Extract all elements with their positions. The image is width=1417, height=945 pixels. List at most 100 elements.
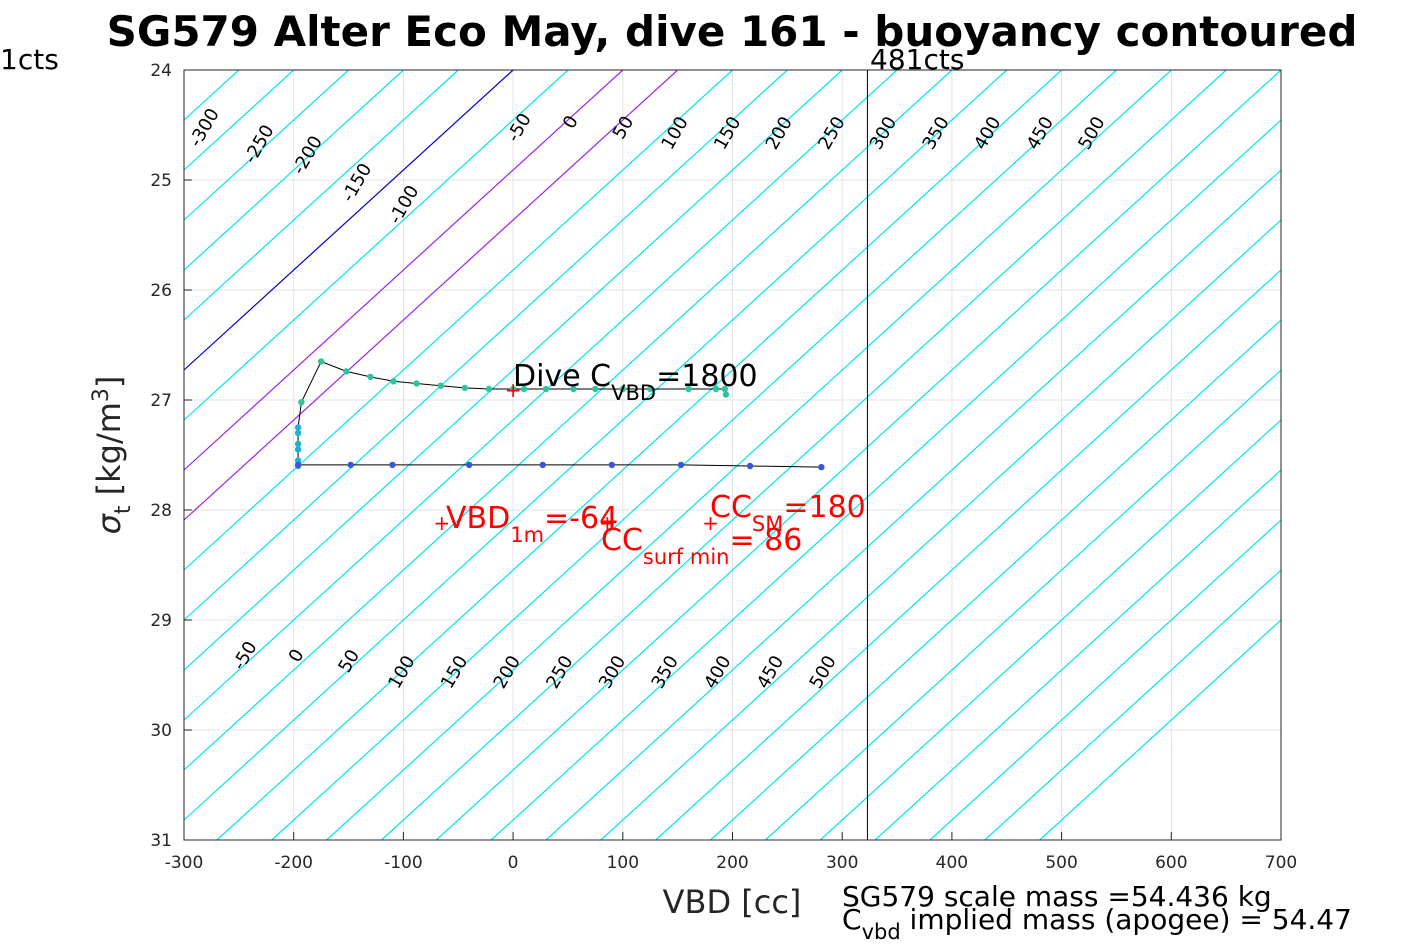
dive-c-sub: VBD xyxy=(611,381,656,405)
x-tick-label: 600 xyxy=(1155,853,1187,873)
y-label-sub: t xyxy=(111,505,136,514)
x-tick-label: 100 xyxy=(607,853,639,873)
contour-line xyxy=(545,169,1281,840)
contour-line xyxy=(929,519,1281,840)
x-axis-label: VBD [cc] xyxy=(663,883,802,921)
dive-trace-point xyxy=(520,385,528,393)
contour-line xyxy=(381,70,1227,840)
dive-trace-point xyxy=(542,385,550,393)
contour-line xyxy=(600,219,1281,840)
plus-marker: + xyxy=(505,378,522,402)
contour-line xyxy=(984,569,1281,840)
y-axis-label: σt [kg/m3] xyxy=(89,376,136,535)
contour-line xyxy=(184,70,459,321)
axis-ticks: -300 -200 -100 0 100 200 300 400 500 600 700 24 25 26… xyxy=(150,61,1297,873)
cc-surf-value: = 86 xyxy=(729,523,802,558)
x-tick-label: -200 xyxy=(274,853,313,873)
vbd-1m-sub: 1m xyxy=(510,523,544,547)
dive-trace-point xyxy=(570,385,577,393)
contour-line xyxy=(216,70,1063,840)
plus-marker: + xyxy=(433,511,450,535)
contour-line xyxy=(184,70,514,371)
ascent-trace-point xyxy=(608,461,616,469)
vbd-1m-main: VBD xyxy=(446,501,510,536)
x-tick-label: 200 xyxy=(716,853,748,873)
y-label-close: ] xyxy=(90,376,128,388)
ascent-trace-point xyxy=(347,461,354,469)
footer-c: C xyxy=(842,903,862,936)
dive-trace-point xyxy=(294,424,302,431)
annotation-cc-sm: CCSM=180 xyxy=(710,490,866,536)
y-label-sigma: σ xyxy=(90,512,128,534)
dive-trace-point xyxy=(685,385,692,393)
dive-trace-point xyxy=(647,385,654,393)
annotation-dive-c: Dive CVBD=1800 xyxy=(513,359,758,405)
contour-line xyxy=(490,119,1281,840)
ascent-trace-point xyxy=(389,461,396,469)
y-tick-label: 24 xyxy=(150,61,172,81)
contour-line xyxy=(184,70,733,571)
dive-trace-point xyxy=(343,368,350,375)
contour-line xyxy=(435,70,1281,840)
dive-trace-point xyxy=(461,384,469,392)
contour-line xyxy=(184,70,349,221)
dive-trace-point xyxy=(367,373,374,381)
contour-line xyxy=(184,70,898,721)
contour-line xyxy=(710,319,1281,840)
y-tick-label: 31 xyxy=(150,831,172,851)
dive-trace-point xyxy=(712,385,720,393)
y-tick-label: 26 xyxy=(150,281,172,301)
footer-rest: implied mass (apogee) = 54.47 xyxy=(901,903,1352,936)
y-tick-label: 28 xyxy=(150,501,172,521)
dive-trace-point xyxy=(390,378,397,385)
ascent-trace-point xyxy=(466,461,473,469)
y-label-sup: 3 xyxy=(89,388,114,402)
contour-line xyxy=(819,419,1281,840)
dive-trace-point xyxy=(294,457,302,464)
contour-line xyxy=(1039,619,1281,840)
dive-c-main: Dive C xyxy=(513,359,611,394)
x-tick-label: 400 xyxy=(936,853,968,873)
y-tick-label: 29 xyxy=(150,611,172,631)
dive-trace-point xyxy=(294,440,302,448)
contour-line xyxy=(184,70,679,521)
contour-line xyxy=(326,70,1172,840)
plus-marker: + xyxy=(599,511,616,535)
dive-trace-point xyxy=(437,382,444,389)
contour-line xyxy=(765,369,1281,840)
cc-sm-value: =180 xyxy=(783,490,865,525)
annotation-cc-surf: CCsurf min= 86 xyxy=(601,523,802,569)
y-label-unit: [kg/m xyxy=(90,402,128,505)
dive-trace-point xyxy=(721,385,729,393)
contour-line xyxy=(184,70,624,471)
x-tick-label: 0 xyxy=(508,853,519,873)
contour-line xyxy=(874,469,1281,840)
dive-trace-point xyxy=(413,380,420,387)
cc-surf-main: CC xyxy=(601,523,643,558)
contour-line xyxy=(184,70,404,271)
dive-traces xyxy=(294,358,825,613)
annotation-vbd-1m: VBD1m=-64 xyxy=(446,501,618,547)
dive-c-value: =1800 xyxy=(656,359,757,394)
dive-trace-point xyxy=(485,385,493,393)
plus-marker: + xyxy=(702,511,719,535)
ascent-trace-point xyxy=(539,461,546,469)
dive-trace-point xyxy=(509,385,517,393)
right-count-label: 481cts xyxy=(870,43,964,76)
contour-line xyxy=(184,70,843,671)
contour-line xyxy=(184,70,953,771)
chart-title: SG579 Alter Eco May, dive 161 - buoyancy… xyxy=(107,7,1358,56)
ascent-trace-point xyxy=(818,463,825,471)
buoyancy-contours xyxy=(184,70,1281,840)
vbd-1m-value: =-64 xyxy=(544,501,618,536)
contour-line xyxy=(271,70,1117,840)
x-tick-label: 500 xyxy=(1045,853,1077,873)
ascent-trace-point xyxy=(746,462,754,470)
footer-c-sub: vbd xyxy=(862,920,901,944)
ascent-trace-point xyxy=(677,461,685,469)
markers: + + + + xyxy=(433,378,719,535)
contour-line xyxy=(184,70,1008,821)
footer-scale-mass: SG579 scale mass =54.436 kg xyxy=(842,880,1272,913)
contour-line xyxy=(655,269,1281,840)
